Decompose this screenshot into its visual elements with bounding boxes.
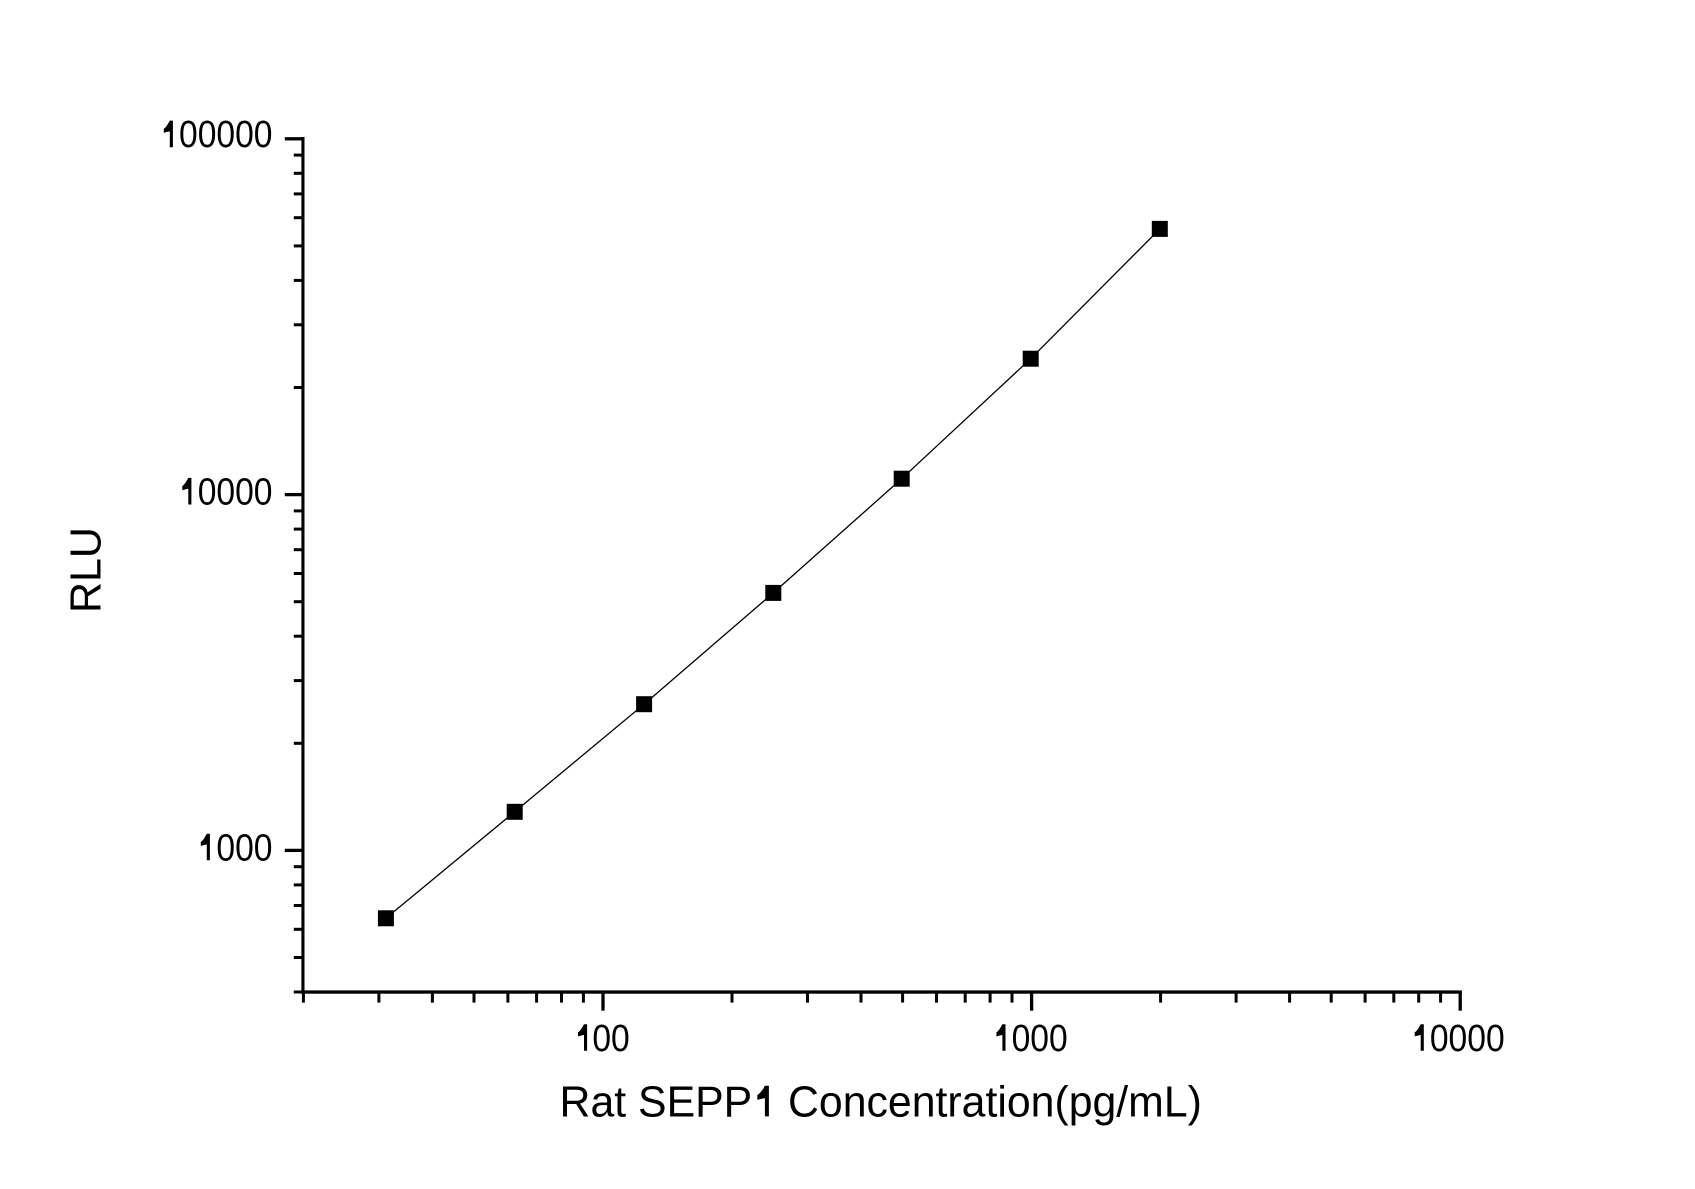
svg-text:0000: 0000	[198, 471, 273, 513]
svg-text:000: 000	[1012, 1017, 1068, 1059]
svg-text:00000: 00000	[179, 113, 273, 155]
svg-text:RLU: RLU	[62, 527, 110, 613]
svg-text:Concentration(pg/mL): Concentration(pg/mL)	[776, 1078, 1202, 1126]
svg-text:00: 00	[592, 1017, 629, 1059]
svg-text:000: 000	[216, 826, 272, 868]
svg-text:Rat SEPP: Rat SEPP	[560, 1078, 753, 1126]
svg-text:0000: 0000	[1430, 1017, 1505, 1059]
